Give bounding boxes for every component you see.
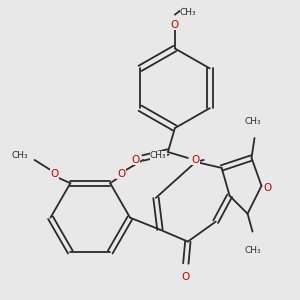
Text: CH₃: CH₃ — [12, 152, 28, 160]
Text: O: O — [117, 169, 125, 179]
Text: O: O — [171, 20, 179, 30]
Text: O: O — [182, 272, 190, 282]
Text: O: O — [131, 155, 139, 165]
Text: CH₃: CH₃ — [180, 8, 196, 17]
Text: CH₃: CH₃ — [244, 246, 261, 255]
Text: CH₃: CH₃ — [244, 117, 261, 126]
Text: O: O — [263, 183, 272, 193]
Text: O: O — [192, 155, 200, 165]
Text: CH₃: CH₃ — [150, 152, 166, 160]
Text: O: O — [50, 169, 59, 179]
